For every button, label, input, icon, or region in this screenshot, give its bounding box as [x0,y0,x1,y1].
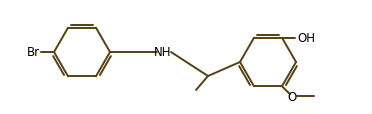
Text: OH: OH [297,32,315,45]
Text: NH: NH [154,46,172,59]
Text: O: O [288,90,296,103]
Text: Br: Br [27,46,40,59]
